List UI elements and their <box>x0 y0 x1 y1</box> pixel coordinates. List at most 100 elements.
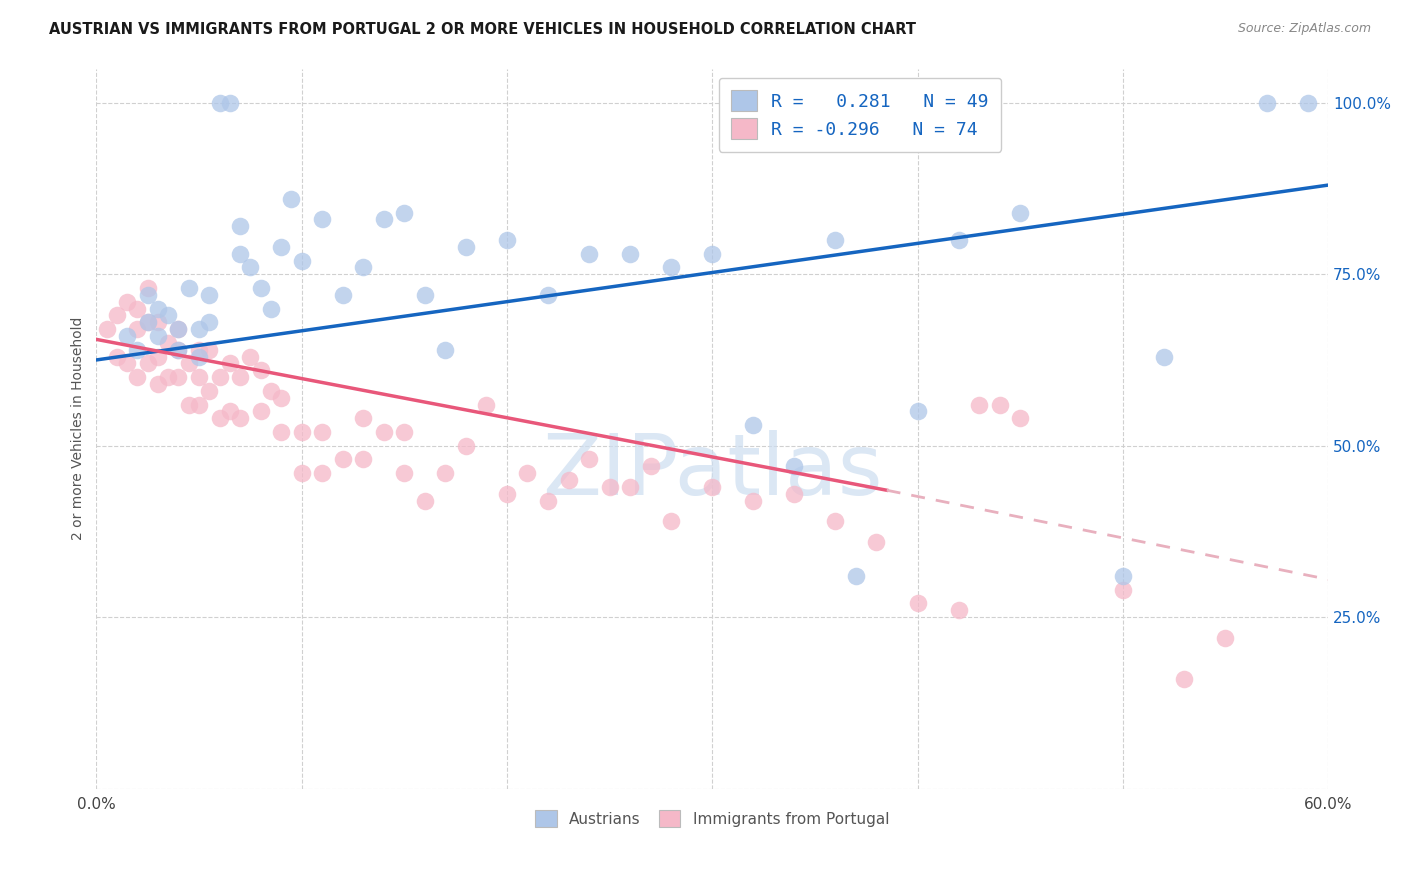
Text: ZIPatlas: ZIPatlas <box>541 430 883 513</box>
Point <box>167 343 190 357</box>
Point <box>239 350 262 364</box>
Point <box>352 452 374 467</box>
Point <box>136 315 159 329</box>
Point <box>127 301 149 316</box>
Point <box>291 253 314 268</box>
Point <box>188 350 211 364</box>
Point <box>619 480 641 494</box>
Point <box>167 343 190 357</box>
Point <box>496 486 519 500</box>
Point <box>167 322 190 336</box>
Point <box>127 322 149 336</box>
Point <box>352 260 374 275</box>
Point <box>270 240 292 254</box>
Point <box>373 425 395 439</box>
Point <box>516 466 538 480</box>
Point <box>105 309 128 323</box>
Legend: Austrians, Immigrants from Portugal: Austrians, Immigrants from Portugal <box>527 802 897 835</box>
Y-axis label: 2 or more Vehicles in Household: 2 or more Vehicles in Household <box>72 317 86 541</box>
Point <box>218 404 240 418</box>
Point <box>280 192 302 206</box>
Point <box>537 288 560 302</box>
Point <box>1296 95 1319 110</box>
Point <box>229 370 252 384</box>
Point <box>136 315 159 329</box>
Point <box>198 343 221 357</box>
Point <box>249 404 271 418</box>
Point <box>146 350 169 364</box>
Point <box>413 493 436 508</box>
Point <box>105 350 128 364</box>
Point <box>1173 672 1195 686</box>
Point <box>157 335 180 350</box>
Point <box>659 260 682 275</box>
Point <box>198 288 221 302</box>
Point <box>454 439 477 453</box>
Point <box>311 466 333 480</box>
Point <box>640 459 662 474</box>
Point <box>1215 631 1237 645</box>
Point <box>136 288 159 302</box>
Point <box>198 384 221 398</box>
Point <box>1010 411 1032 425</box>
Point <box>824 233 846 247</box>
Point <box>229 411 252 425</box>
Point <box>332 288 354 302</box>
Point <box>394 425 416 439</box>
Point <box>619 246 641 260</box>
Point <box>783 486 806 500</box>
Point <box>845 569 868 583</box>
Point <box>177 281 200 295</box>
Point <box>146 315 169 329</box>
Point <box>115 329 138 343</box>
Point <box>599 480 621 494</box>
Point <box>188 370 211 384</box>
Point <box>157 309 180 323</box>
Point <box>988 398 1011 412</box>
Point <box>537 493 560 508</box>
Point <box>948 233 970 247</box>
Point <box>146 329 169 343</box>
Point <box>394 466 416 480</box>
Point <box>1256 95 1278 110</box>
Point <box>742 418 765 433</box>
Point <box>434 343 457 357</box>
Point <box>146 301 169 316</box>
Point <box>865 534 887 549</box>
Point <box>557 473 579 487</box>
Point <box>229 219 252 234</box>
Point <box>413 288 436 302</box>
Point <box>824 514 846 528</box>
Point <box>188 322 211 336</box>
Point <box>783 459 806 474</box>
Point <box>578 452 600 467</box>
Point <box>229 246 252 260</box>
Point <box>578 246 600 260</box>
Point <box>373 212 395 227</box>
Point <box>291 425 314 439</box>
Point <box>394 205 416 219</box>
Point <box>208 95 231 110</box>
Point <box>157 370 180 384</box>
Point <box>188 343 211 357</box>
Point <box>742 493 765 508</box>
Point <box>115 356 138 370</box>
Point <box>291 466 314 480</box>
Point <box>260 384 283 398</box>
Point <box>496 233 519 247</box>
Point <box>136 281 159 295</box>
Point <box>146 376 169 391</box>
Point <box>475 398 498 412</box>
Point <box>352 411 374 425</box>
Point <box>332 452 354 467</box>
Point <box>249 281 271 295</box>
Point <box>177 398 200 412</box>
Point <box>1112 569 1135 583</box>
Point <box>208 370 231 384</box>
Point <box>659 514 682 528</box>
Point <box>311 425 333 439</box>
Point <box>167 370 190 384</box>
Point <box>702 246 724 260</box>
Point <box>136 356 159 370</box>
Point <box>198 315 221 329</box>
